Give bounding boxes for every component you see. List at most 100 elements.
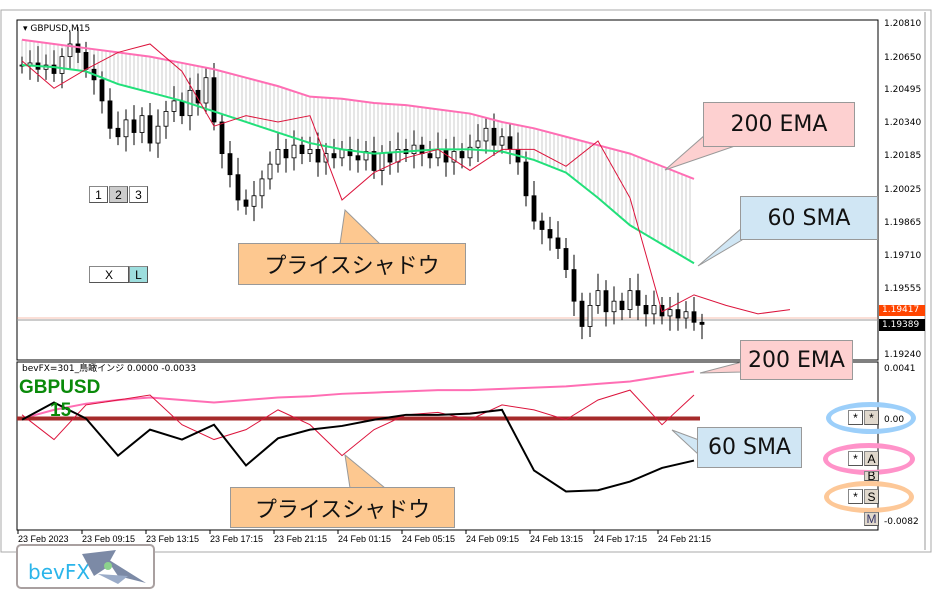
candle-body — [147, 115, 153, 144]
candle-body — [107, 100, 113, 129]
l-button[interactable]: L — [129, 266, 148, 283]
a-button[interactable]: A — [864, 451, 879, 466]
price-tick-label: 1.20340 — [884, 118, 922, 129]
b-button[interactable]: B — [864, 471, 879, 481]
candle-body — [139, 115, 145, 133]
candle-body — [339, 148, 345, 159]
bid-price-label: 1.19389 — [879, 319, 925, 331]
candle-body — [355, 155, 361, 161]
ask-price-label: 1.19417 — [879, 305, 925, 316]
price-tick-label: 1.19555 — [884, 283, 922, 294]
candle-body — [259, 178, 265, 197]
time-tick-label: 24 Feb 01:15 — [338, 534, 392, 544]
candle-body — [595, 290, 601, 306]
indicator-price-shadow-line — [21, 389, 695, 457]
timeframe-button-3[interactable]: 3 — [129, 186, 148, 203]
candle-body — [59, 56, 65, 74]
candle-body — [243, 199, 249, 207]
candle-body — [627, 290, 633, 311]
callout-sma-top: 60 SMA — [740, 196, 878, 240]
highlight-ellipse-blue — [826, 402, 916, 434]
candle-body — [67, 43, 73, 58]
candle-body — [315, 148, 321, 163]
candle-body — [211, 77, 217, 123]
indicator-price-line — [21, 401, 695, 493]
s-button[interactable]: S — [864, 489, 879, 504]
candle-body — [123, 119, 129, 138]
time-tick-label: 23 Feb 13:15 — [146, 534, 200, 544]
callout-shadow-top: プライスシャドウ — [238, 243, 466, 285]
candle-body — [203, 77, 209, 104]
m-button[interactable]: M — [864, 512, 879, 526]
indicator-axis-bottom: -0.0082 — [884, 517, 919, 527]
star-button-4[interactable]: * — [848, 489, 863, 504]
candle-body — [267, 163, 273, 180]
indicator-title: bevFX=301_鳥瞰インジ 0.0000 -0.0033 — [22, 364, 197, 374]
candle-body — [363, 151, 369, 161]
time-tick-label: 23 Feb 2023 — [18, 534, 69, 544]
time-tick-label: 24 Feb 09:15 — [466, 534, 520, 544]
bird-icon — [82, 550, 146, 584]
star-button-3[interactable]: * — [848, 451, 863, 466]
window-frame — [0, 9, 932, 553]
candle-body — [51, 64, 57, 74]
timeframe-button-1[interactable]: 1 — [89, 186, 108, 203]
time-tick-label: 24 Feb 05:15 — [402, 534, 456, 544]
star-button-2[interactable]: * — [864, 410, 879, 425]
time-tick-label: 24 Feb 21:15 — [658, 534, 712, 544]
callout-ema-bottom: 200 EMA — [740, 340, 853, 380]
candle-body — [507, 136, 513, 150]
candle-body — [451, 151, 457, 163]
price-tick-label: 1.19240 — [884, 350, 922, 360]
candle-body — [371, 151, 377, 171]
candle-body — [643, 305, 649, 315]
candle-body — [699, 321, 705, 325]
time-tick-label: 24 Feb 17:15 — [594, 534, 648, 544]
candle-body — [691, 311, 697, 323]
candle-body — [603, 290, 609, 313]
time-tick-label: 23 Feb 21:15 — [274, 534, 328, 544]
price-tick-label: 1.19710 — [884, 250, 922, 261]
candle-body — [571, 269, 577, 302]
candle-body — [675, 309, 681, 319]
overlay-timeframe: 15 — [50, 400, 72, 421]
candle-body — [539, 220, 545, 230]
candle-body — [299, 144, 305, 155]
price-tick-label: 1.19865 — [884, 218, 922, 229]
sma60-line — [21, 64, 695, 265]
candle-body — [227, 153, 233, 176]
candle-body — [219, 121, 225, 155]
symbol-title[interactable]: ▾ GBPUSD,M15 — [23, 24, 91, 34]
candle-body — [491, 127, 497, 146]
candle-body — [651, 305, 657, 315]
price-tick-label: 1.20025 — [884, 184, 922, 195]
candle-body — [275, 148, 281, 165]
candle-body — [427, 153, 433, 159]
timeframe-button-2[interactable]: 2 — [109, 186, 128, 203]
indicator-ema200-line — [21, 370, 695, 420]
candle-body — [459, 151, 465, 159]
price-tick-label: 1.20650 — [884, 52, 922, 63]
candle-body — [523, 161, 529, 197]
candle-body — [235, 174, 241, 201]
candle-body — [475, 140, 481, 148]
star-button-1[interactable]: * — [848, 410, 863, 425]
dropdown-icon[interactable]: ▾ — [23, 24, 31, 34]
bevfx-logo: bevFX — [16, 544, 155, 589]
candle-body — [283, 148, 289, 159]
candle-body — [171, 100, 177, 112]
time-tick-label: 23 Feb 09:15 — [82, 534, 136, 544]
callout-sma-bottom: 60 SMA — [697, 427, 802, 468]
candle-body — [131, 119, 137, 133]
candle-body — [115, 127, 121, 138]
logo-text: bevFX — [28, 560, 91, 584]
price-tick-label: 1.20810 — [884, 19, 922, 29]
time-tick-label: 23 Feb 17:15 — [210, 534, 264, 544]
candle-body — [291, 144, 297, 159]
candle-body — [251, 195, 257, 207]
candle-body — [179, 100, 185, 117]
candle-body — [387, 153, 393, 163]
close-x-button[interactable]: X — [89, 266, 129, 283]
